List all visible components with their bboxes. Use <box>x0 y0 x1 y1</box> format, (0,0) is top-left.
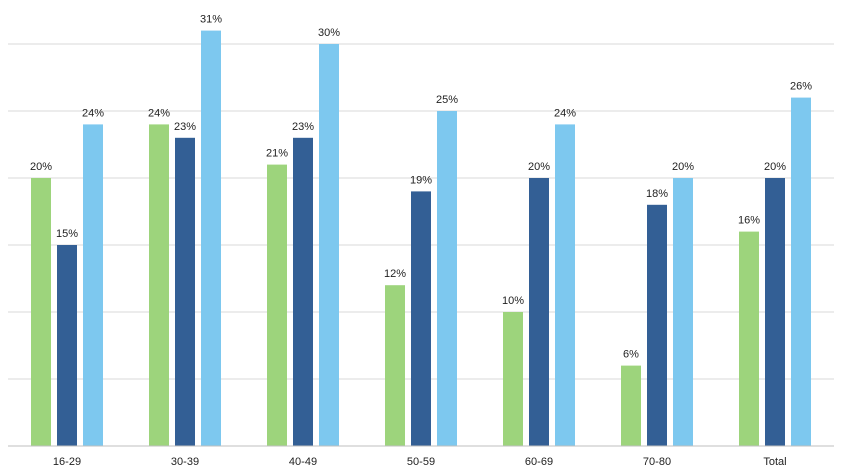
data-label: 24% <box>82 107 104 119</box>
bar <box>503 312 523 446</box>
bar <box>555 124 575 447</box>
x-tick-label: 16-29 <box>53 456 81 468</box>
x-axis: 16-29 30-39 40-49 50-59 60-69 70-80 Total <box>8 445 834 468</box>
data-label: 20% <box>764 161 786 173</box>
bar <box>791 97 811 446</box>
data-label: 20% <box>528 161 550 173</box>
bar <box>621 365 641 446</box>
bar <box>83 124 103 447</box>
data-label: 26% <box>790 81 812 93</box>
bar <box>529 178 549 446</box>
bars <box>31 30 811 447</box>
bar <box>673 178 693 446</box>
x-tick-label: 50-59 <box>407 456 435 468</box>
bar <box>175 137 195 447</box>
data-label: 18% <box>646 188 668 200</box>
data-label: 16% <box>738 215 760 227</box>
bar <box>57 245 77 446</box>
bar <box>149 124 169 447</box>
data-label: 25% <box>436 94 458 106</box>
bar <box>437 111 457 446</box>
data-label: 20% <box>30 161 52 173</box>
data-label: 10% <box>502 295 524 307</box>
bar <box>739 231 759 446</box>
bar <box>765 178 785 446</box>
bar <box>267 164 287 446</box>
data-label: 30% <box>318 27 340 39</box>
bar <box>31 178 51 446</box>
bar <box>385 285 405 446</box>
x-tick-label: 60-69 <box>525 456 553 468</box>
data-label: 23% <box>174 121 196 133</box>
data-label: 19% <box>410 174 432 186</box>
x-tick-label: 70-80 <box>643 456 671 468</box>
data-label: 31% <box>200 14 222 26</box>
x-tick-label: 30-39 <box>171 456 199 468</box>
data-label: 20% <box>672 161 694 173</box>
data-label: 6% <box>623 349 639 361</box>
bar <box>293 137 313 447</box>
x-tick-label: Total <box>763 456 786 468</box>
bar <box>411 191 431 446</box>
bar <box>319 44 339 446</box>
bar <box>647 204 667 446</box>
x-tick-label: 40-49 <box>289 456 317 468</box>
data-label: 24% <box>554 107 576 119</box>
data-label: 21% <box>266 148 288 160</box>
data-label: 23% <box>292 121 314 133</box>
bar <box>201 30 221 446</box>
data-labels: 20% 15% 24% 24% 23% 31% 21% 23% 30% 12% 19% 25% 10% 2… <box>30 14 812 361</box>
data-label: 12% <box>384 268 406 280</box>
data-label: 24% <box>148 107 170 119</box>
data-label: 15% <box>56 228 78 240</box>
